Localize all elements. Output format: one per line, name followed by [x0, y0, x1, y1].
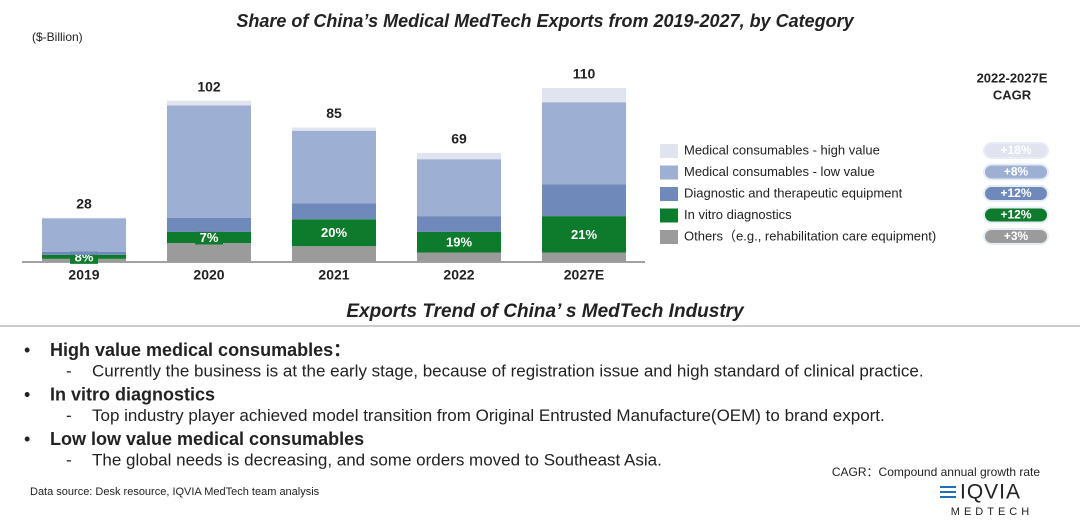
cagr-value: +12%: [1000, 186, 1031, 200]
chart-title: Share of China’s Medical MedTech Exports…: [236, 11, 854, 31]
legend-label: Medical consumables - high value: [684, 142, 880, 157]
legend-swatch: [660, 208, 678, 223]
bar-segment: [292, 203, 376, 220]
logo-text: IQVIA: [960, 481, 1021, 504]
share-label: 20%: [321, 225, 347, 240]
bullet-detail: Currently the business is at the early s…: [92, 361, 924, 380]
bullet: •: [24, 340, 30, 360]
bar-segment: [292, 130, 376, 204]
cagr-pill: [983, 228, 1049, 245]
total-label: 102: [197, 78, 221, 94]
x-tick-label: 2021: [318, 267, 349, 283]
legend-swatch: [660, 165, 678, 180]
bar-segment: [292, 246, 376, 262]
total-label: 110: [573, 66, 596, 82]
cagr-value: +12%: [1000, 208, 1031, 222]
x-tick-label: 2027E: [564, 267, 604, 283]
cagr-value: +18%: [1000, 143, 1031, 157]
x-tick-label: 2020: [193, 267, 224, 283]
bar-segment: [167, 217, 251, 232]
legend-swatch: [660, 230, 678, 244]
bar-segment: [417, 159, 501, 217]
total-label: 85: [326, 105, 342, 121]
bullet-heading: High value medical consumables：: [50, 340, 351, 360]
cagr-pill: [983, 142, 1049, 159]
bullet-heading: In vitro diagnostics: [50, 384, 215, 404]
bullet-detail: Top industry player achieved model trans…: [92, 406, 885, 425]
share-label-bg: [195, 230, 223, 245]
cagr-pill: [983, 185, 1049, 202]
bar-segment: [42, 217, 126, 219]
bar-segment: [417, 252, 501, 262]
cagr-header: CAGR: [993, 87, 1032, 102]
cagr-value: +3%: [1004, 229, 1029, 243]
bar-segment: [42, 218, 126, 252]
bar-segment: [42, 251, 126, 255]
legend-swatch: [660, 187, 678, 201]
cagr-note: CAGR：Compound annual growth rate: [832, 465, 1040, 479]
x-tick-label: 2022: [443, 267, 474, 283]
logo-bar: [940, 491, 956, 493]
share-label-bg: [445, 235, 473, 250]
data-source: Data source: Desk resource, IQVIA MedTec…: [30, 486, 320, 498]
bar-segment: [167, 100, 251, 106]
unit-label: ($-Billion): [32, 30, 83, 44]
bar-segment: [417, 152, 501, 160]
logo-bar: [940, 496, 956, 498]
x-tick-label: 2019: [68, 267, 99, 283]
total-label: 28: [76, 195, 92, 211]
bar-segment: [542, 184, 626, 217]
legend-label: Diagnostic and therapeutic equipment: [684, 185, 903, 200]
share-label-bg: [570, 227, 598, 242]
dash: -: [66, 450, 72, 469]
bullet-detail: The global needs is decreasing, and some…: [92, 450, 662, 469]
dash: -: [66, 406, 72, 425]
bar-segment: [292, 127, 376, 131]
bar-segment: [542, 252, 626, 262]
legend-label: Medical consumables - low value: [684, 164, 875, 179]
legend-label: In vitro diagnostics: [684, 207, 792, 222]
bullet: •: [24, 429, 30, 449]
cagr-pill: [983, 206, 1049, 224]
share-label-bg: [320, 225, 348, 240]
logo-sub: MEDTECH: [951, 506, 1033, 518]
bar-segment: [167, 243, 251, 262]
trend-title: Exports Trend of China’ s MedTech Indust…: [346, 301, 745, 322]
share-label: 7%: [200, 230, 219, 245]
logo: IQVIA MEDTECH: [940, 481, 1033, 518]
total-label: 69: [451, 131, 467, 147]
dash: -: [66, 361, 72, 380]
cagr-value: +8%: [1004, 165, 1029, 179]
share-label: 19%: [446, 235, 472, 250]
bullet-heading: Low low value medical consumables: [50, 429, 364, 449]
bar-segment: [417, 216, 501, 232]
bullet: •: [24, 384, 30, 404]
logo-bar: [940, 486, 956, 488]
bar-segment: [542, 88, 626, 103]
cagr-pill: [983, 163, 1049, 181]
share-label: 21%: [571, 227, 597, 242]
bar-segment: [542, 102, 626, 185]
legend-swatch: [660, 144, 678, 158]
bar-segment: [167, 105, 251, 218]
cagr-header: 2022-2027E: [977, 70, 1048, 85]
legend-label: Others（e.g., rehabilitation care equipme…: [684, 228, 936, 243]
